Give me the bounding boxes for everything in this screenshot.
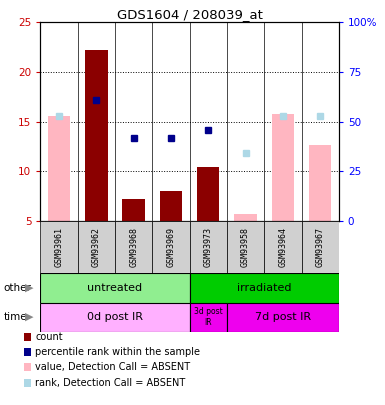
Text: ▶: ▶ (25, 283, 33, 293)
Bar (197, 167, 219, 221)
Text: GSM93961: GSM93961 (55, 227, 64, 267)
Text: GSM93962: GSM93962 (92, 227, 101, 267)
Bar (309, 145, 331, 221)
Text: count: count (35, 332, 63, 341)
Bar (115, 221, 152, 273)
Bar (190, 273, 339, 303)
Bar (40, 303, 190, 332)
Bar (40, 273, 190, 303)
Bar (227, 221, 264, 273)
Text: value, Detection Call = ABSENT: value, Detection Call = ABSENT (35, 362, 191, 372)
Bar (152, 221, 190, 273)
Text: GSM93967: GSM93967 (316, 227, 325, 267)
Text: GSM93958: GSM93958 (241, 227, 250, 267)
Text: 3d post
IR: 3d post IR (194, 307, 223, 327)
Text: percentile rank within the sample: percentile rank within the sample (35, 347, 201, 357)
Title: GDS1604 / 208039_at: GDS1604 / 208039_at (117, 8, 263, 21)
Bar (301, 221, 339, 273)
Text: GSM93968: GSM93968 (129, 227, 138, 267)
Bar (48, 115, 70, 221)
Bar (190, 221, 227, 273)
Text: irradiated: irradiated (237, 283, 291, 293)
Text: ▶: ▶ (25, 312, 33, 322)
Bar (78, 221, 115, 273)
Bar (40, 221, 78, 273)
Text: 7d post IR: 7d post IR (255, 312, 311, 322)
Bar (272, 113, 294, 221)
Text: other: other (4, 283, 32, 293)
Bar (122, 199, 145, 221)
Bar (264, 221, 301, 273)
Bar (234, 214, 257, 221)
Text: 0d post IR: 0d post IR (87, 312, 143, 322)
Bar (190, 303, 227, 332)
Text: time: time (4, 312, 27, 322)
Bar (160, 191, 182, 221)
Text: GSM93964: GSM93964 (278, 227, 287, 267)
Bar (85, 50, 107, 221)
Bar (227, 303, 339, 332)
Text: GSM93969: GSM93969 (166, 227, 176, 267)
Text: untreated: untreated (87, 283, 142, 293)
Text: rank, Detection Call = ABSENT: rank, Detection Call = ABSENT (35, 378, 186, 388)
Text: GSM93973: GSM93973 (204, 227, 213, 267)
